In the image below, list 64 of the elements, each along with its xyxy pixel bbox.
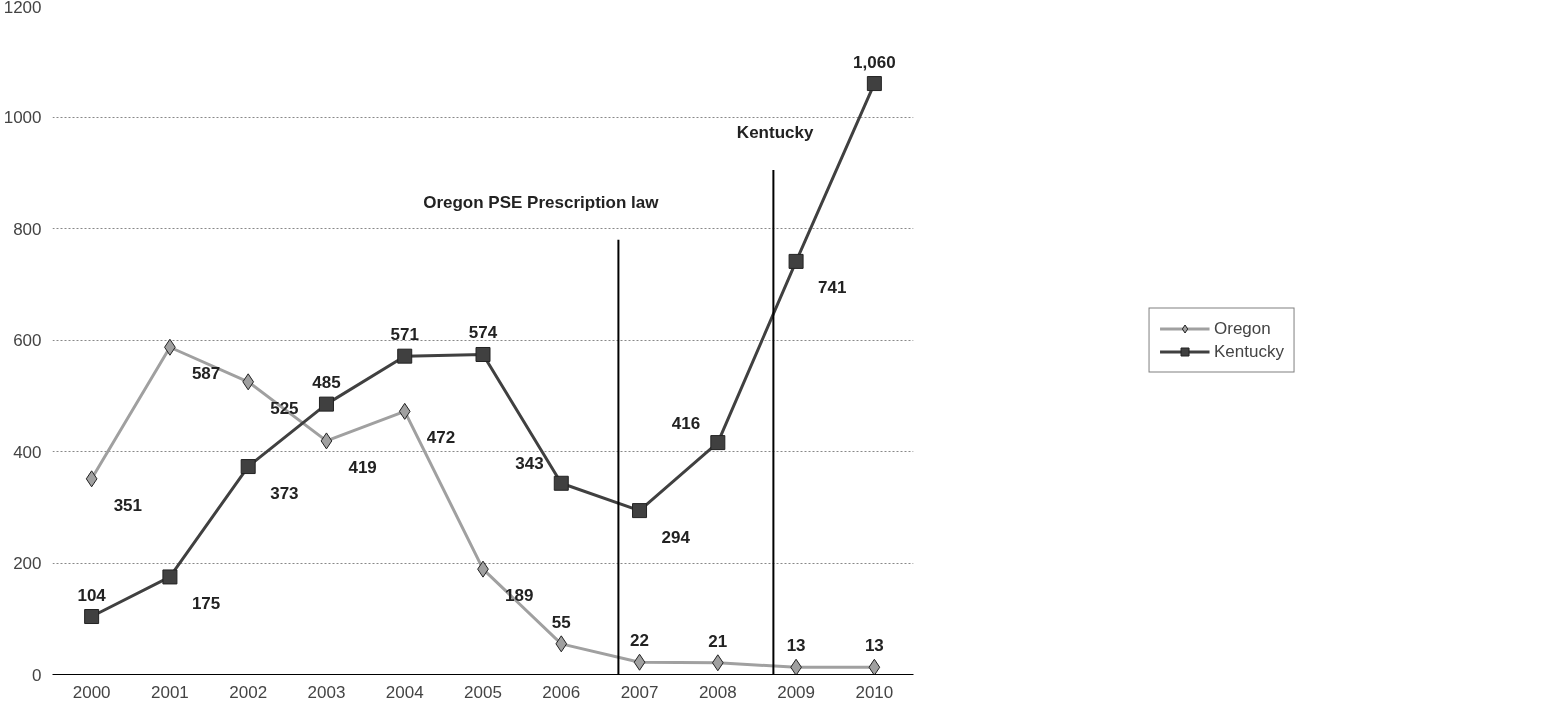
data-label: 587: [191, 364, 221, 384]
legend-label: Kentucky: [1214, 341, 1284, 361]
point: [398, 402, 411, 420]
point: [475, 346, 491, 362]
data-label: 175: [191, 593, 221, 613]
data-label: 22: [630, 631, 650, 651]
point: [866, 76, 882, 92]
x-tick-label: 2003: [307, 682, 346, 702]
ref-line-label: Oregon PSE Prescription law: [423, 192, 660, 212]
point: [555, 635, 568, 653]
data-label: 472: [426, 428, 456, 448]
data-label: 21: [708, 631, 728, 651]
data-label: 741: [818, 278, 847, 298]
point: [632, 503, 648, 519]
point: [397, 348, 413, 364]
data-label: 373: [270, 483, 299, 503]
y-tick-label: 1200: [3, 0, 42, 17]
data-label: 1,060: [853, 52, 896, 72]
x-tick-label: 2006: [542, 682, 581, 702]
data-label: 55: [551, 612, 571, 632]
data-label: 343: [515, 454, 544, 474]
point: [790, 658, 802, 675]
x-tick-label: 2002: [229, 682, 268, 702]
x-tick-label: 2000: [72, 682, 111, 702]
data-label: 294: [661, 527, 691, 547]
data-label: 13: [786, 636, 806, 656]
x-tick-label: 2007: [620, 682, 659, 702]
data-label: 419: [348, 457, 377, 477]
data-label: 574: [468, 323, 498, 343]
y-tick-label: 200: [13, 554, 42, 573]
point: [318, 396, 334, 412]
x-tick-label: 2005: [464, 682, 502, 702]
y-tick-label: 400: [13, 442, 42, 462]
legend-label: Oregon: [1214, 318, 1271, 338]
point: [162, 569, 178, 585]
y-tick-label: 0: [32, 665, 42, 685]
x-tick-label: 2004: [385, 682, 424, 702]
point: [553, 475, 569, 491]
point: [320, 432, 333, 450]
data-label: 525: [270, 398, 299, 418]
x-tick-label: 2001: [151, 682, 189, 702]
data-label: 13: [864, 636, 884, 656]
data-label: 485: [312, 373, 341, 393]
y-tick-label: 600: [13, 331, 42, 350]
x-tick-label: 2010: [855, 682, 894, 702]
data-label: 351: [113, 495, 143, 515]
point: [710, 435, 726, 451]
data-label: 416: [671, 413, 701, 433]
point: [240, 459, 256, 475]
data-label: 189: [505, 586, 534, 606]
point: [868, 658, 881, 675]
point: [85, 470, 98, 488]
point: [633, 653, 646, 671]
y-tick-label: 1000: [3, 108, 42, 127]
point: [711, 654, 724, 672]
ref-line-label: Kentucky: [736, 123, 814, 143]
x-tick-label: 2008: [698, 682, 737, 702]
point: [242, 373, 255, 391]
data-label: 571: [390, 325, 419, 345]
data-label: 104: [77, 585, 107, 605]
point: [788, 253, 804, 269]
y-tick-label: 800: [13, 219, 42, 239]
x-tick-label: 2009: [777, 682, 816, 702]
point: [84, 609, 100, 625]
